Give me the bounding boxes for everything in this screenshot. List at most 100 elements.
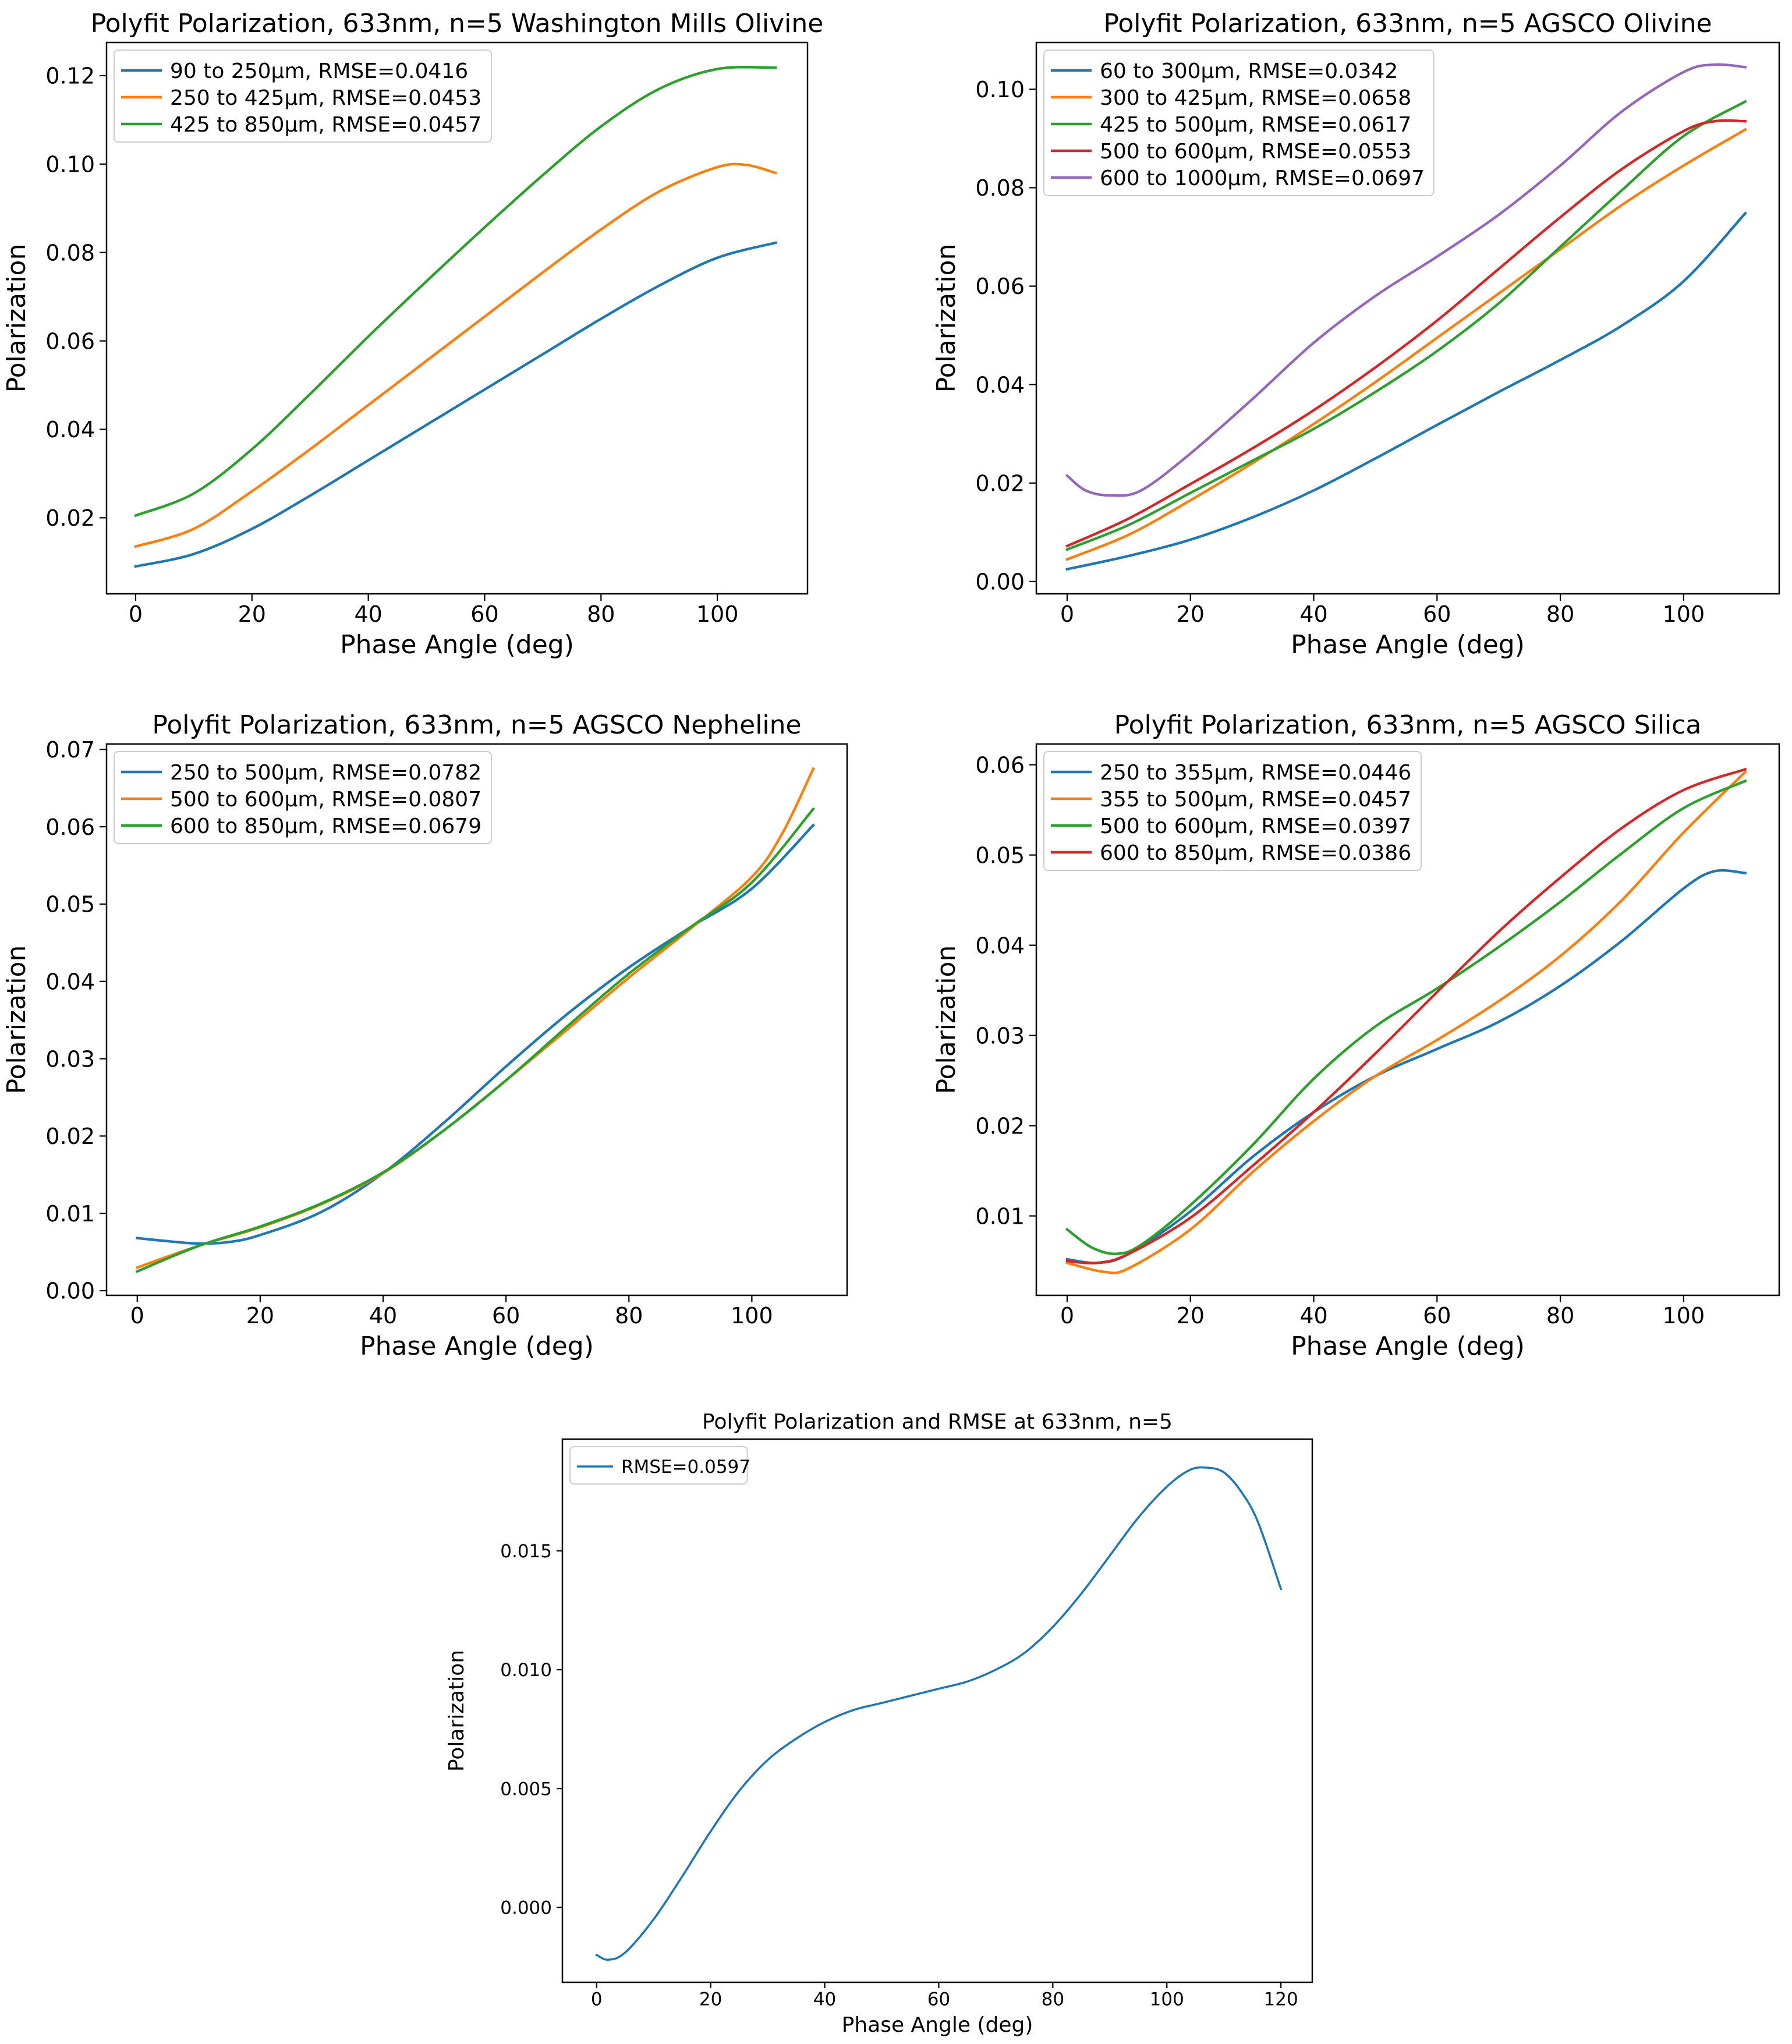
y-tick-label: 0.010 — [500, 1660, 552, 1681]
x-tick-label: 20 — [699, 1989, 722, 2010]
x-tick-label: 100 — [1663, 1303, 1705, 1329]
x-axis-label: Phase Angle (deg) — [360, 1331, 594, 1361]
x-tick-label: 80 — [587, 601, 615, 627]
y-tick-label: 0.03 — [45, 1046, 95, 1072]
y-axis-label: Polarization — [445, 1650, 469, 1772]
x-tick-label: 0 — [130, 1303, 144, 1329]
x-tick-label: 0 — [1060, 601, 1074, 627]
y-axis-label: Polarization — [932, 945, 961, 1094]
x-tick-label: 80 — [1546, 601, 1574, 627]
chart-title: Polyfit Polarization, 633nm, n=5 AGSCO O… — [1103, 9, 1712, 38]
x-tick-label: 80 — [1042, 1989, 1064, 2010]
series-line-1 — [1065, 211, 1747, 571]
legend-entry: 90 to 250µm, RMSE=0.0416 — [170, 59, 468, 83]
legend-entry: 250 to 500µm, RMSE=0.0782 — [170, 761, 481, 785]
x-tick-label: 40 — [1299, 601, 1327, 627]
legend-box — [114, 751, 492, 844]
legend-entry: 355 to 500µm, RMSE=0.0457 — [1100, 788, 1411, 812]
y-tick-label: 0.05 — [975, 842, 1025, 868]
y-tick-label: 0.02 — [975, 470, 1025, 496]
chart-washington-mills-olivine: Polyfit Polarization, 633nm, n=5 Washing… — [2, 9, 823, 660]
y-tick-label: 0.00 — [975, 569, 1025, 595]
plot-frame — [1035, 41, 1780, 595]
chart-title: Polyfit Polarization, 633nm, n=5 AGSCO N… — [152, 710, 801, 740]
x-tick-label: 40 — [369, 1303, 397, 1329]
y-axis-label: Polarization — [2, 945, 31, 1094]
series-line-2 — [1065, 770, 1747, 1274]
legend-box — [1043, 49, 1435, 196]
legend-entry: 60 to 300µm, RMSE=0.0342 — [1100, 59, 1398, 83]
chart-agsco-silica: Polyfit Polarization, 633nm, n=5 AGSCO S… — [932, 710, 1780, 1361]
y-tick-label: 0.000 — [500, 1898, 552, 1919]
series-line-4 — [1065, 119, 1747, 548]
y-tick-label: 0.10 — [45, 152, 95, 178]
series-line-3 — [135, 807, 816, 1273]
series-line-1 — [134, 241, 777, 568]
y-tick-label: 0.04 — [45, 417, 95, 442]
x-tick-label: 0 — [1060, 1303, 1074, 1329]
y-tick-label: 0.06 — [45, 328, 95, 354]
series-line-1 — [595, 1466, 1283, 1961]
chart-agsco-nepheline: Polyfit Polarization, 633nm, n=5 AGSCO N… — [2, 710, 848, 1361]
y-tick-label: 0.00 — [45, 1278, 95, 1304]
y-tick-label: 0.08 — [45, 240, 95, 265]
y-tick-label: 0.04 — [975, 372, 1025, 398]
x-tick-label: 120 — [1264, 1989, 1298, 2010]
legend-entry: 600 to 850µm, RMSE=0.0386 — [1100, 841, 1411, 865]
plot-frame — [105, 41, 809, 595]
series-line-2 — [134, 162, 777, 548]
x-tick-label: 60 — [1423, 1303, 1451, 1329]
chart-agsco-olivine: Polyfit Polarization, 633nm, n=5 AGSCO O… — [932, 9, 1780, 660]
y-tick-label: 0.01 — [975, 1203, 1025, 1229]
x-tick-label: 100 — [696, 601, 739, 627]
x-tick-label: 60 — [492, 1303, 520, 1329]
legend-entry: 300 to 425µm, RMSE=0.0658 — [1100, 86, 1411, 110]
series-line-2 — [1065, 127, 1747, 561]
x-tick-label: 0 — [129, 601, 143, 627]
y-tick-label: 0.02 — [45, 1124, 95, 1149]
series-line-1 — [1065, 869, 1747, 1264]
y-axis-label: Polarization — [932, 244, 961, 393]
x-tick-label: 20 — [246, 1303, 274, 1329]
y-tick-label: 0.06 — [975, 274, 1025, 299]
x-axis-label: Phase Angle (deg) — [842, 2013, 1033, 2037]
x-tick-label: 20 — [238, 601, 266, 627]
series-line-3 — [134, 66, 777, 518]
y-tick-label: 0.015 — [500, 1541, 552, 1562]
chart-polyfit-rmse: Polyfit Polarization and RMSE at 633nm, … — [445, 1410, 1313, 2037]
legend-entry: 425 to 850µm, RMSE=0.0457 — [170, 113, 481, 137]
y-tick-label: 0.005 — [500, 1779, 552, 1799]
legend-entry: 500 to 600µm, RMSE=0.0397 — [1100, 814, 1411, 838]
y-tick-label: 0.06 — [975, 752, 1025, 778]
plot-frame — [1035, 743, 1780, 1296]
x-tick-label: 20 — [1177, 1303, 1205, 1329]
x-tick-label: 80 — [615, 1303, 643, 1329]
y-tick-label: 0.06 — [45, 814, 95, 840]
series-line-1 — [136, 823, 816, 1245]
y-tick-label: 0.02 — [975, 1113, 1025, 1139]
series-line-5 — [1065, 63, 1747, 497]
x-tick-label: 60 — [1423, 601, 1451, 627]
x-axis-label: Phase Angle (deg) — [340, 630, 574, 660]
legend-entry: 600 to 1000µm, RMSE=0.0697 — [1100, 167, 1425, 190]
y-tick-label: 0.04 — [45, 969, 95, 994]
legend-entry: RMSE=0.0597 — [621, 1457, 750, 1478]
legend-entry: 425 to 500µm, RMSE=0.0617 — [1100, 113, 1411, 137]
x-tick-label: 100 — [731, 1303, 773, 1329]
x-tick-label: 100 — [1663, 601, 1705, 627]
y-tick-label: 0.03 — [975, 1023, 1025, 1048]
legend-entry: 250 to 425µm, RMSE=0.0453 — [170, 86, 481, 110]
legend-entry: 250 to 355µm, RMSE=0.0446 — [1100, 761, 1411, 785]
series-line-3 — [1065, 100, 1747, 551]
y-tick-label: 0.05 — [45, 892, 95, 918]
y-tick-label: 0.12 — [45, 63, 95, 89]
legend-box — [1043, 751, 1422, 871]
x-tick-label: 60 — [927, 1989, 950, 2010]
y-tick-label: 0.10 — [975, 77, 1025, 102]
y-tick-label: 0.01 — [45, 1201, 95, 1227]
x-tick-label: 40 — [813, 1989, 836, 2010]
x-axis-label: Phase Angle (deg) — [1291, 630, 1525, 660]
y-tick-label: 0.04 — [975, 933, 1025, 958]
x-tick-label: 40 — [354, 601, 382, 627]
